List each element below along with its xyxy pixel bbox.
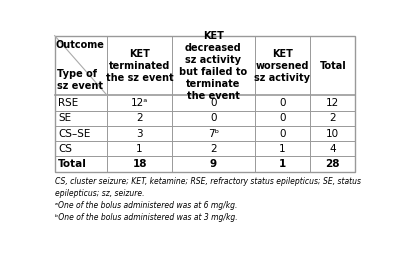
- Text: CS, cluster seizure; KET, ketamine; RSE, refractory status epilepticus; SE, stat: CS, cluster seizure; KET, ketamine; RSE,…: [55, 177, 361, 186]
- Text: CS–SE: CS–SE: [58, 129, 91, 138]
- Text: epilepticus; sz, seizure.: epilepticus; sz, seizure.: [55, 189, 144, 198]
- Text: 1: 1: [279, 144, 286, 154]
- Text: 12: 12: [326, 98, 340, 108]
- Text: Outcome: Outcome: [56, 40, 105, 50]
- Text: 2: 2: [136, 113, 143, 123]
- Text: 12ᵃ: 12ᵃ: [131, 98, 148, 108]
- Text: 28: 28: [326, 159, 340, 169]
- Text: KET
terminated
the sz event: KET terminated the sz event: [106, 49, 174, 83]
- Text: CS: CS: [58, 144, 72, 154]
- Text: 3: 3: [136, 129, 143, 138]
- Text: 7ᵇ: 7ᵇ: [208, 129, 219, 138]
- Text: Type of
sz event: Type of sz event: [57, 69, 103, 91]
- Text: 2: 2: [210, 144, 216, 154]
- Text: 0: 0: [279, 113, 286, 123]
- Text: 2: 2: [330, 113, 336, 123]
- Text: 10: 10: [326, 129, 339, 138]
- Text: ᵇOne of the bolus administered was at 3 mg/kg.: ᵇOne of the bolus administered was at 3 …: [55, 213, 237, 222]
- Text: 9: 9: [210, 159, 217, 169]
- Text: Total: Total: [320, 61, 346, 71]
- Text: ᵃOne of the bolus administered was at 6 mg/kg.: ᵃOne of the bolus administered was at 6 …: [55, 201, 237, 210]
- Text: 0: 0: [279, 98, 286, 108]
- Text: RSE: RSE: [58, 98, 79, 108]
- Text: KET
worsened
sz activity: KET worsened sz activity: [254, 49, 310, 83]
- Text: Total: Total: [58, 159, 87, 169]
- Text: 4: 4: [330, 144, 336, 154]
- Text: SE: SE: [58, 113, 72, 123]
- Text: KET
decreased
sz activity
but failed to
terminate
the event: KET decreased sz activity but failed to …: [179, 30, 247, 101]
- Text: 1: 1: [279, 159, 286, 169]
- Text: 0: 0: [279, 129, 286, 138]
- Text: 1: 1: [136, 144, 143, 154]
- Text: 0: 0: [210, 98, 216, 108]
- Text: 18: 18: [132, 159, 147, 169]
- Text: 0: 0: [210, 113, 216, 123]
